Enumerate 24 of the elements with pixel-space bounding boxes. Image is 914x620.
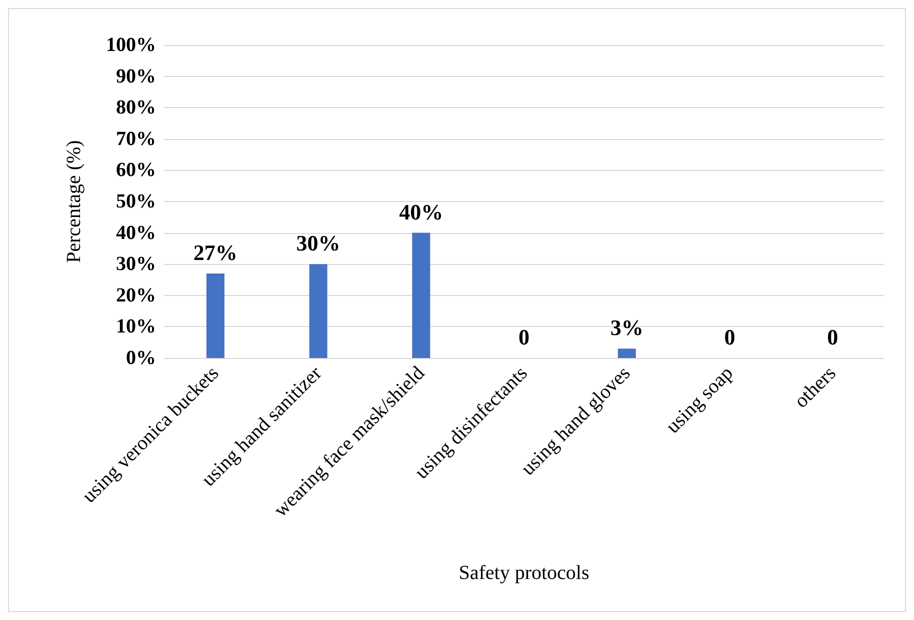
y-tick-label: 100% [106, 34, 156, 56]
data-label: 40% [399, 199, 444, 224]
y-tick-label: 90% [116, 65, 156, 88]
y-tick-label: 60% [116, 159, 156, 182]
data-label: 30% [296, 230, 340, 256]
y-tick-label: 40% [116, 222, 156, 244]
y-tick-label: 80% [116, 96, 156, 119]
y-tick-label: 70% [116, 128, 156, 150]
y-tick-label: 50% [116, 190, 156, 212]
y-tick-label: 10% [116, 316, 156, 338]
data-label: 27% [193, 240, 238, 265]
bar [618, 348, 636, 358]
y-tick-label: 0% [126, 347, 156, 369]
data-label: 0 [827, 324, 838, 350]
bar [309, 264, 328, 358]
data-label: 0 [518, 324, 530, 350]
x-axis-title: Safety protocols [458, 562, 590, 584]
data-label: 3% [610, 315, 644, 340]
y-axis-title: Percentage (%) [63, 140, 85, 263]
y-tick-label: 30% [116, 253, 156, 276]
bar [412, 232, 430, 358]
data-label: 0 [724, 324, 736, 350]
y-tick-label: 20% [116, 284, 156, 306]
bar [206, 273, 224, 358]
